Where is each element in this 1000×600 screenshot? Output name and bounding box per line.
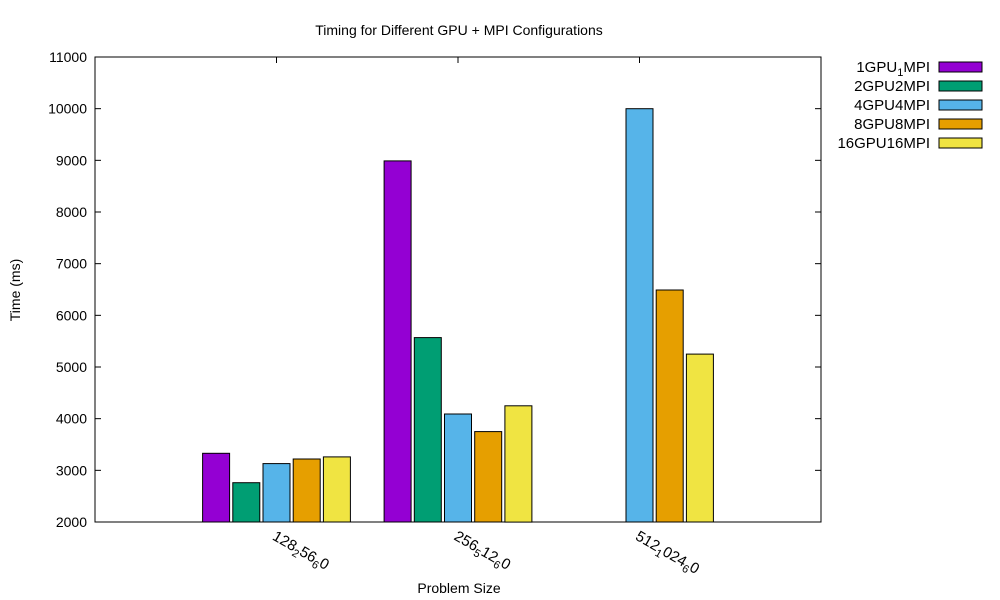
y-tick-label: 8000 [56, 204, 87, 220]
y-tick-label: 9000 [56, 152, 87, 168]
bar [292, 458, 321, 523]
y-tick-label: 6000 [56, 307, 87, 323]
legend-swatch [938, 80, 983, 92]
legend-label: 16GPU16MPI [837, 135, 930, 152]
legend-label: 2GPU2MPI [854, 78, 930, 95]
bar [322, 456, 351, 523]
legend-swatch [938, 137, 983, 149]
x-tick-label: 12825660 [268, 528, 332, 576]
x-tick-label: 512102460 [631, 528, 702, 581]
legend-swatch [938, 61, 983, 73]
y-tick-label: 3000 [56, 462, 87, 478]
bar [262, 463, 291, 523]
y-tick-label: 2000 [56, 514, 87, 530]
y-axis: 2000 3000 4000 5000 6000 7000 8000 9000 10000 110… [48, 49, 821, 530]
legend-swatch [938, 118, 983, 130]
bar [504, 405, 533, 523]
chart-title: Timing for Different GPU + MPI Configura… [315, 22, 603, 38]
bar [413, 337, 442, 523]
legend-label: 8GPU8MPI [854, 116, 930, 133]
bar [655, 289, 684, 523]
legend-swatch [938, 99, 983, 111]
bar [625, 108, 654, 523]
bar [444, 413, 472, 523]
y-tick-label: 4000 [56, 411, 87, 427]
y-tick-label: 5000 [56, 359, 87, 375]
bar [685, 353, 714, 523]
legend-label: 4GPU4MPI [854, 97, 930, 114]
bar [202, 452, 231, 523]
y-tick-label: 11000 [49, 49, 87, 65]
bar [383, 160, 412, 523]
bars [202, 108, 714, 523]
bar [232, 482, 261, 523]
bar [474, 431, 503, 523]
y-tick-label: 7000 [56, 256, 87, 272]
x-axis-label: Problem Size [417, 580, 500, 596]
y-axis-label: Time (ms) [7, 259, 23, 321]
x-tick-label: 25651260 [450, 528, 514, 576]
y-tick-label: 10000 [48, 101, 87, 117]
legend-label: 1GPU1MPI [856, 59, 930, 79]
